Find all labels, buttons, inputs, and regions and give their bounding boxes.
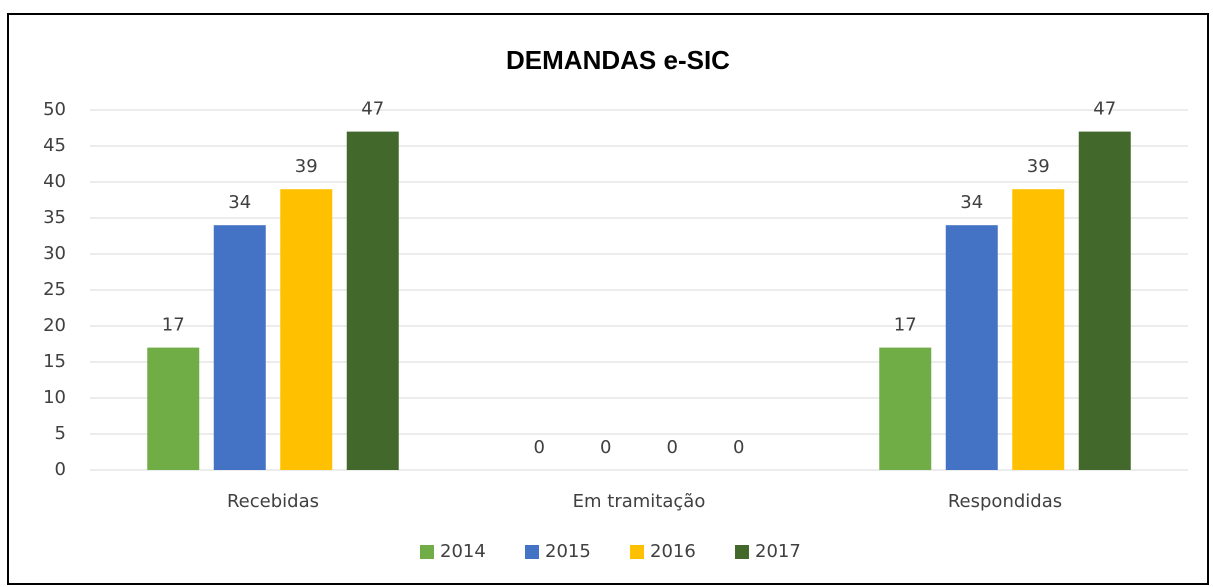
y-tick-label: 40	[43, 171, 66, 192]
y-tick-label: 45	[43, 135, 66, 156]
y-tick-label: 30	[43, 243, 66, 264]
data-label: 17	[894, 315, 917, 336]
x-tick-label: Respondidas	[948, 491, 1062, 512]
bar	[213, 225, 266, 470]
data-label: 39	[1027, 156, 1050, 177]
data-label: 47	[361, 99, 384, 120]
y-tick-label: 50	[43, 99, 66, 120]
data-label: 34	[960, 192, 983, 213]
data-label: 0	[733, 437, 744, 458]
legend-label: 2014	[440, 541, 486, 562]
data-label: 34	[228, 192, 251, 213]
data-label: 17	[162, 315, 185, 336]
chart-border	[7, 13, 1209, 585]
data-label: 39	[295, 156, 318, 177]
y-tick-label: 15	[43, 351, 66, 372]
y-tick-label: 20	[43, 315, 66, 336]
legend-swatch	[735, 545, 749, 559]
bar	[147, 347, 200, 470]
x-tick-label: Em tramitação	[573, 491, 706, 512]
data-label: 0	[600, 437, 611, 458]
bar	[945, 225, 998, 470]
bar	[280, 189, 333, 470]
data-label: 0	[667, 437, 678, 458]
chart-title: DEMANDAS e-SIC	[506, 45, 730, 75]
y-tick-label: 0	[55, 459, 66, 480]
data-label: 0	[534, 437, 545, 458]
y-tick-label: 25	[43, 279, 66, 300]
legend-label: 2015	[545, 541, 591, 562]
legend-label: 2016	[650, 541, 696, 562]
y-tick-label: 5	[55, 423, 66, 444]
y-tick-label: 35	[43, 207, 66, 228]
legend-swatch	[630, 545, 644, 559]
legend-swatch	[420, 545, 434, 559]
bar	[879, 347, 932, 470]
bar	[346, 131, 399, 470]
bar	[1078, 131, 1131, 470]
legend-label: 2017	[755, 541, 801, 562]
bar	[1012, 189, 1065, 470]
data-label: 47	[1093, 99, 1116, 120]
y-tick-label: 10	[43, 387, 66, 408]
x-tick-label: Recebidas	[227, 491, 319, 512]
legend-swatch	[525, 545, 539, 559]
